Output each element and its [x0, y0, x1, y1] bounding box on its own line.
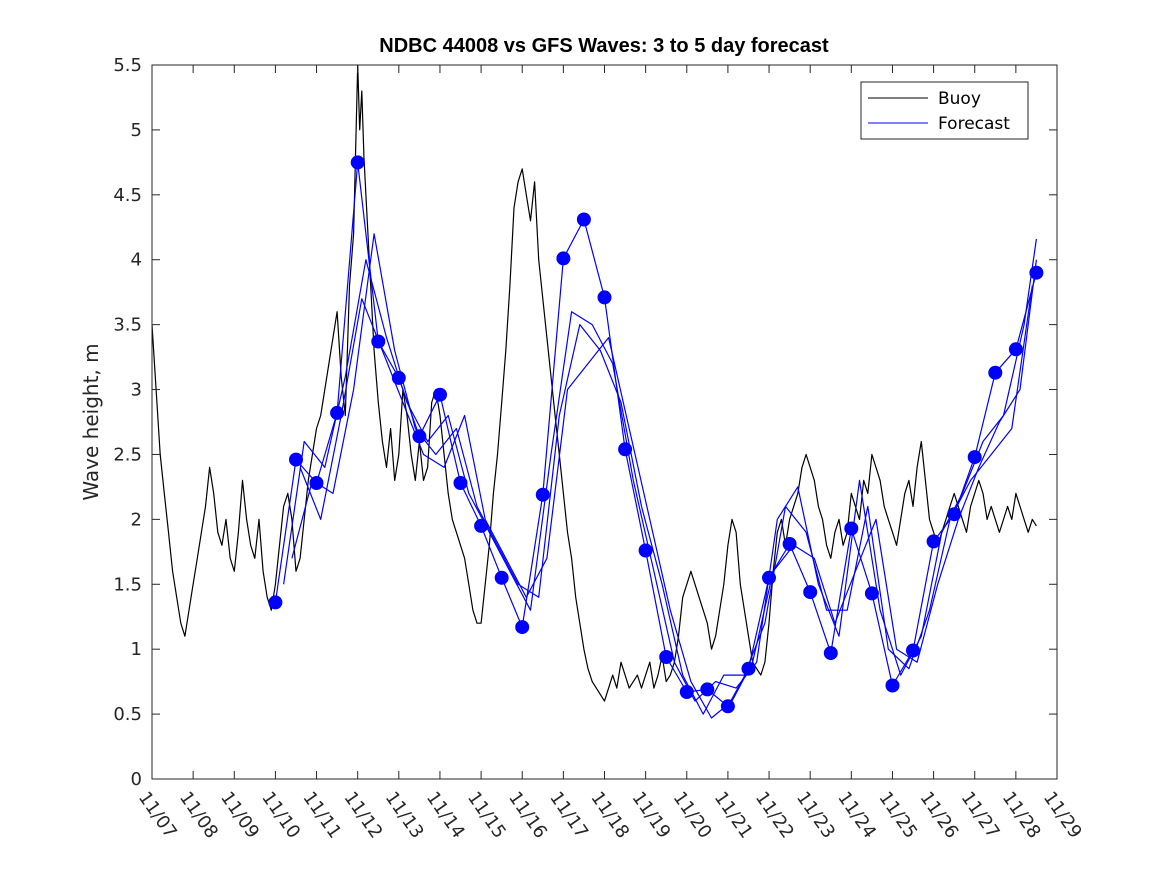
y-tick-label: 5 — [131, 120, 142, 141]
forecast-point — [906, 643, 920, 658]
forecast-point — [433, 387, 447, 402]
forecast-point — [926, 534, 941, 549]
forecast-point — [864, 586, 879, 601]
y-tick-label: 2 — [131, 509, 142, 530]
forecast-point — [350, 155, 365, 170]
series-line-forecast-c — [291, 233, 1033, 715]
forecast-point — [803, 585, 818, 600]
forecast-point — [391, 370, 406, 385]
y-tick-label: 0 — [131, 769, 142, 790]
y-tick-label: 5.5 — [113, 55, 142, 76]
y-tick-label: 1.5 — [113, 574, 142, 595]
forecast-point — [844, 521, 859, 536]
y-tick-label: 0.5 — [113, 704, 142, 725]
forecast-point — [412, 429, 427, 444]
y-tick-label: 3.5 — [113, 315, 142, 336]
forecast-point — [659, 650, 674, 664]
series-layer — [151, 64, 1037, 719]
y-tick-label: 4.5 — [113, 185, 142, 206]
forecast-point — [330, 405, 345, 420]
y-axis-label: Wave height, m — [79, 343, 103, 500]
forecast-point — [823, 646, 838, 661]
forecast-point — [576, 212, 591, 227]
forecast-point — [741, 661, 756, 676]
legend-box — [860, 81, 1029, 140]
marker-layer — [268, 155, 1044, 714]
forecast-point — [535, 487, 550, 502]
legend-label-buoy: Buoy — [938, 89, 981, 109]
forecast-point — [268, 595, 283, 610]
forecast-point — [556, 251, 571, 266]
forecast-point — [1008, 342, 1023, 357]
forecast-point — [967, 450, 982, 465]
forecast-point — [453, 476, 468, 490]
legend-label-forecast: Forecast — [938, 114, 1010, 134]
y-tick-label: 1 — [131, 639, 142, 660]
y-tick-label: 4 — [131, 250, 142, 271]
forecast-point — [679, 685, 694, 699]
y-axis: 0 0.5 1 1.5 2 2.5 3 3.5 4 4.5 5 5.5 — [113, 55, 1057, 790]
forecast-point — [720, 699, 735, 714]
forecast-point — [371, 334, 386, 349]
forecast-point — [618, 442, 633, 457]
forecast-point — [515, 620, 530, 635]
legend: Buoy Forecast — [860, 81, 1029, 140]
forecast-point — [988, 365, 1003, 380]
y-tick-label: 2.5 — [113, 444, 142, 465]
forecast-point — [494, 570, 509, 585]
chart-title: NDBC 44008 vs GFS Waves: 3 to 5 day fore… — [379, 35, 829, 57]
forecast-point — [597, 290, 612, 305]
forecast-point — [782, 537, 797, 551]
forecast-point — [700, 682, 715, 697]
series-line-forecast-d — [299, 259, 1037, 719]
forecast-point — [309, 476, 324, 490]
forecast-point — [474, 518, 489, 533]
plot-area — [152, 65, 1057, 779]
forecast-point — [885, 678, 900, 693]
forecast-point — [289, 452, 303, 467]
series-line-buoy — [151, 64, 1037, 702]
forecast-point — [947, 507, 962, 522]
y-tick-label: 3 — [131, 380, 142, 401]
forecast-point — [638, 543, 653, 558]
forecast-point — [762, 570, 776, 585]
forecast-point — [1029, 265, 1044, 280]
